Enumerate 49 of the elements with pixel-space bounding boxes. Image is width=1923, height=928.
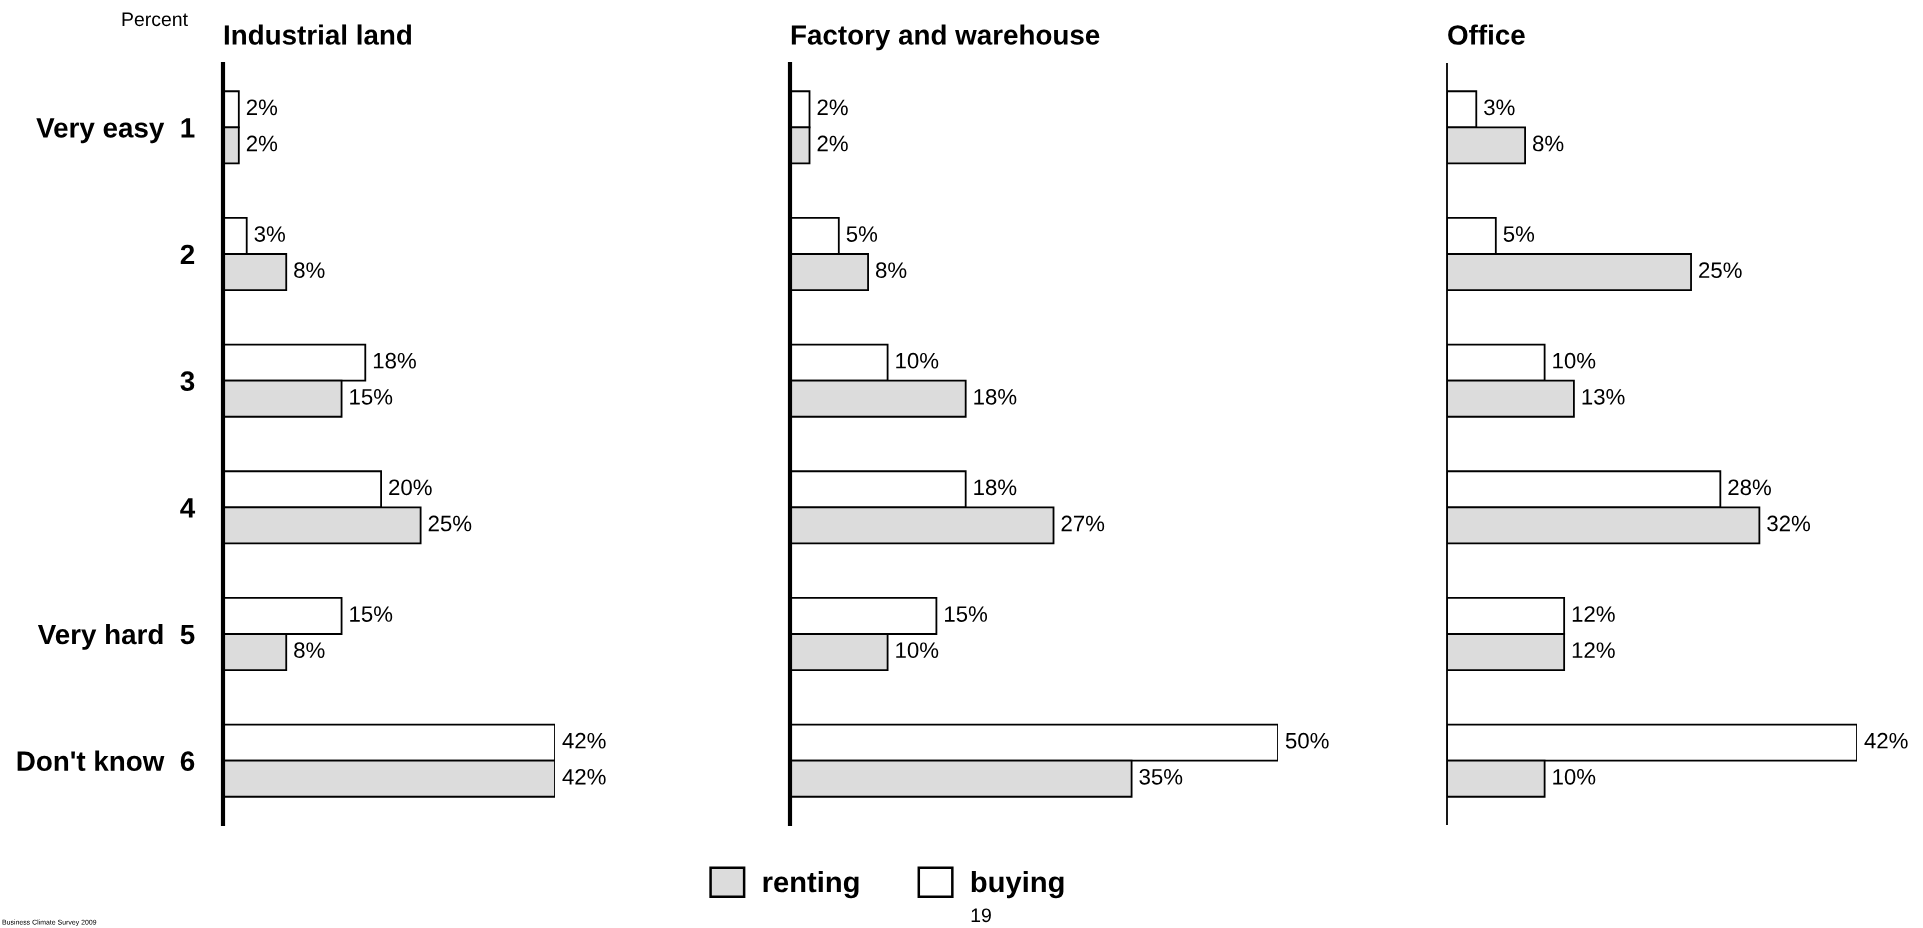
data-label: 50% (1285, 732, 1329, 749)
data-label: 10% (1553, 768, 1596, 785)
data-label: 8% (294, 262, 325, 279)
data-label: 3% (254, 226, 285, 242)
y-tick-label: Very easy 1 (36, 118, 195, 144)
data-label: 18% (974, 479, 1017, 496)
legend-label: buying (971, 870, 1064, 899)
data-label: 42% (562, 732, 606, 749)
data-label: 8% (294, 642, 325, 659)
chart-title: Factory and warehouse (791, 24, 1100, 51)
y-tick-label: Don't know 6 (17, 750, 195, 772)
data-label: 12% (1572, 642, 1615, 658)
data-label: 28% (1728, 479, 1771, 496)
data-label: 27% (1061, 515, 1105, 532)
y-tick-label: Very hard 5 (37, 623, 195, 650)
data-label: 20% (389, 479, 432, 496)
data-label: 10% (896, 642, 939, 659)
data-label: 10% (896, 352, 939, 369)
data-label: 35% (1139, 768, 1183, 785)
data-label: 2% (246, 99, 278, 116)
data-label: 8% (1533, 135, 1564, 152)
data-label: 42% (1864, 732, 1908, 749)
data-label: 42% (562, 768, 606, 785)
data-label: 5% (1503, 226, 1535, 242)
data-label: 2% (817, 135, 848, 152)
text: 19 (971, 908, 991, 923)
chart-title: Office (1448, 24, 1525, 45)
data-label: 10% (1553, 352, 1596, 369)
data-label: 2% (246, 135, 278, 152)
data-label: 15% (945, 606, 988, 622)
data-label: 18% (974, 388, 1017, 405)
data-label: 5% (846, 226, 878, 242)
data-label: 15% (350, 606, 393, 622)
data-label: 3% (1484, 99, 1515, 116)
data-label: 2% (817, 99, 848, 116)
data-label: 13% (1582, 388, 1625, 405)
y-tick-label: 4 (180, 498, 196, 518)
data-label: 25% (1699, 262, 1742, 279)
data-label: 32% (1767, 515, 1811, 532)
y-tick-label: 2 (180, 244, 195, 265)
data-label: 25% (428, 515, 472, 532)
data-label: 18% (373, 352, 416, 369)
y-tick-label: 3 (180, 371, 195, 392)
legend-label: renting (763, 870, 859, 899)
text: Percent (122, 12, 188, 27)
chart-title: Industrial land (224, 24, 411, 45)
data-label: 15% (350, 389, 393, 405)
data-label: 8% (875, 262, 907, 279)
data-label: 12% (1572, 606, 1615, 622)
